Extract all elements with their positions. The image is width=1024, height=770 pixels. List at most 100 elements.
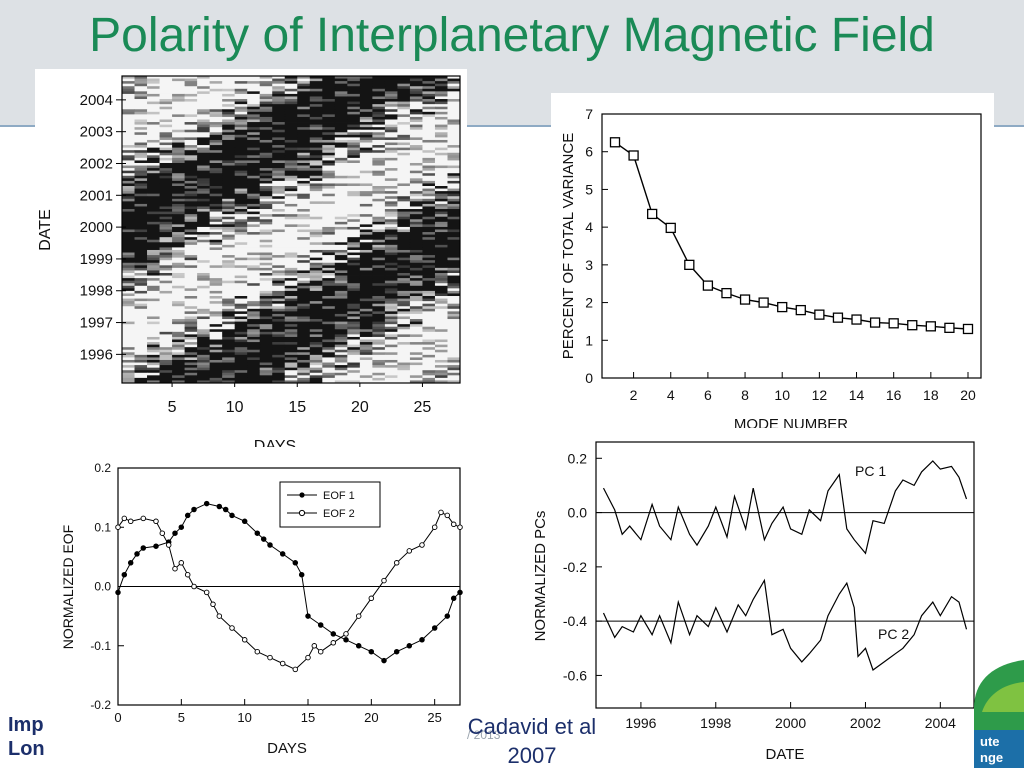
polarity-cell	[134, 83, 148, 87]
polarity-cell	[422, 275, 436, 279]
polarity-cell	[134, 339, 148, 343]
polarity-cell	[359, 365, 373, 369]
polarity-cell	[134, 162, 148, 166]
polarity-cell	[234, 347, 248, 351]
polarity-cell	[309, 91, 323, 95]
polarity-cell	[384, 293, 398, 297]
polarity-cell	[209, 377, 223, 381]
polarity-cell	[397, 336, 411, 340]
polarity-cell	[134, 290, 148, 294]
polarity-cell	[309, 229, 323, 233]
polarity-cell	[197, 221, 211, 225]
polarity-cell	[334, 122, 348, 126]
polarity-cell	[422, 219, 436, 223]
polarity-cell	[222, 339, 236, 343]
eof-point-2	[229, 625, 235, 631]
polarity-cell	[409, 372, 423, 376]
polarity-cell	[122, 301, 135, 305]
polarity-cell	[347, 150, 361, 154]
polarity-cell	[297, 334, 311, 338]
polarity-cell	[384, 316, 398, 320]
polarity-cell	[147, 175, 160, 179]
polarity-cell	[209, 142, 223, 146]
eof-legend-marker-1	[299, 492, 305, 498]
polarity-cell	[372, 76, 386, 79]
polarity-cell	[197, 119, 211, 123]
polarity-cell	[222, 342, 236, 346]
polarity-cell	[309, 239, 323, 243]
polarity-cell	[447, 242, 461, 246]
polarity-cell	[372, 109, 386, 113]
polarity-cell	[284, 183, 298, 187]
polarity-cell	[309, 303, 323, 307]
polarity-cell	[384, 380, 398, 384]
polarity-cell	[359, 221, 373, 225]
polarity-cell	[334, 285, 348, 289]
x-tick-label: 16	[886, 387, 902, 403]
polarity-cell	[197, 301, 211, 305]
polarity-cell	[147, 249, 160, 253]
polarity-cell	[359, 191, 373, 195]
polarity-cell	[122, 260, 135, 264]
polarity-cell	[197, 280, 211, 284]
variance-point	[609, 137, 621, 148]
polarity-cell	[384, 99, 398, 102]
polarity-cell	[122, 349, 135, 353]
polarity-cell	[384, 178, 398, 182]
polarity-cell	[347, 78, 361, 82]
polarity-cell	[222, 111, 236, 115]
polarity-cell	[309, 255, 323, 259]
polarity-cell	[197, 334, 211, 338]
polarity-cell	[134, 214, 148, 218]
polarity-cell	[322, 152, 336, 156]
polarity-cell	[147, 114, 160, 118]
polarity-cell	[272, 278, 286, 282]
polarity-cell	[134, 111, 148, 115]
polarity-cell	[372, 324, 386, 328]
citation: Cadavid et al 2007	[452, 712, 612, 770]
polarity-cell	[134, 173, 148, 177]
polarity-cell	[422, 262, 436, 266]
polarity-cell	[422, 319, 436, 322]
polarity-cell	[297, 272, 311, 276]
polarity-cell	[159, 365, 173, 369]
polarity-cell	[309, 109, 323, 113]
polarity-cell	[434, 139, 448, 143]
polarity-cell	[234, 170, 248, 174]
polarity-cell	[234, 78, 248, 82]
polarity-cell	[384, 232, 398, 236]
polarity-cell	[184, 114, 198, 118]
polarity-cell	[434, 257, 448, 261]
polarity-cell	[322, 109, 336, 113]
polarity-cell	[184, 257, 198, 261]
polarity-cell	[384, 129, 398, 133]
polarity-cell	[284, 99, 298, 102]
polarity-cell	[259, 147, 273, 151]
polarity-cell	[172, 206, 185, 210]
polarity-cell	[372, 78, 386, 82]
polarity-cell	[172, 155, 185, 159]
polarity-cell	[334, 198, 348, 202]
eof-chart: 0.20.10.0-0.1-0.2 0 5 10 15 20 25 EOF 1 EOF 2…	[60, 461, 463, 757]
polarity-cell	[409, 124, 423, 128]
eof-point-1	[355, 643, 362, 649]
polarity-cell	[284, 270, 298, 274]
polarity-cell	[284, 232, 298, 236]
polarity-cell	[297, 109, 311, 113]
polarity-cell	[297, 91, 311, 95]
polarity-cell	[359, 178, 373, 182]
polarity-cell	[422, 83, 436, 87]
polarity-cell	[422, 267, 436, 271]
polarity-cell	[272, 101, 286, 105]
polarity-cell	[147, 365, 160, 369]
polarity-cell	[272, 157, 286, 161]
polarity-cell	[447, 170, 461, 174]
polarity-cell	[347, 224, 361, 228]
polarity-cell	[259, 357, 273, 361]
eof-point-2	[393, 560, 400, 566]
polarity-cell	[359, 86, 373, 90]
polarity-cell	[209, 76, 223, 79]
polarity-cell	[284, 201, 298, 205]
polarity-cell	[122, 339, 135, 343]
polarity-cell	[397, 155, 411, 159]
